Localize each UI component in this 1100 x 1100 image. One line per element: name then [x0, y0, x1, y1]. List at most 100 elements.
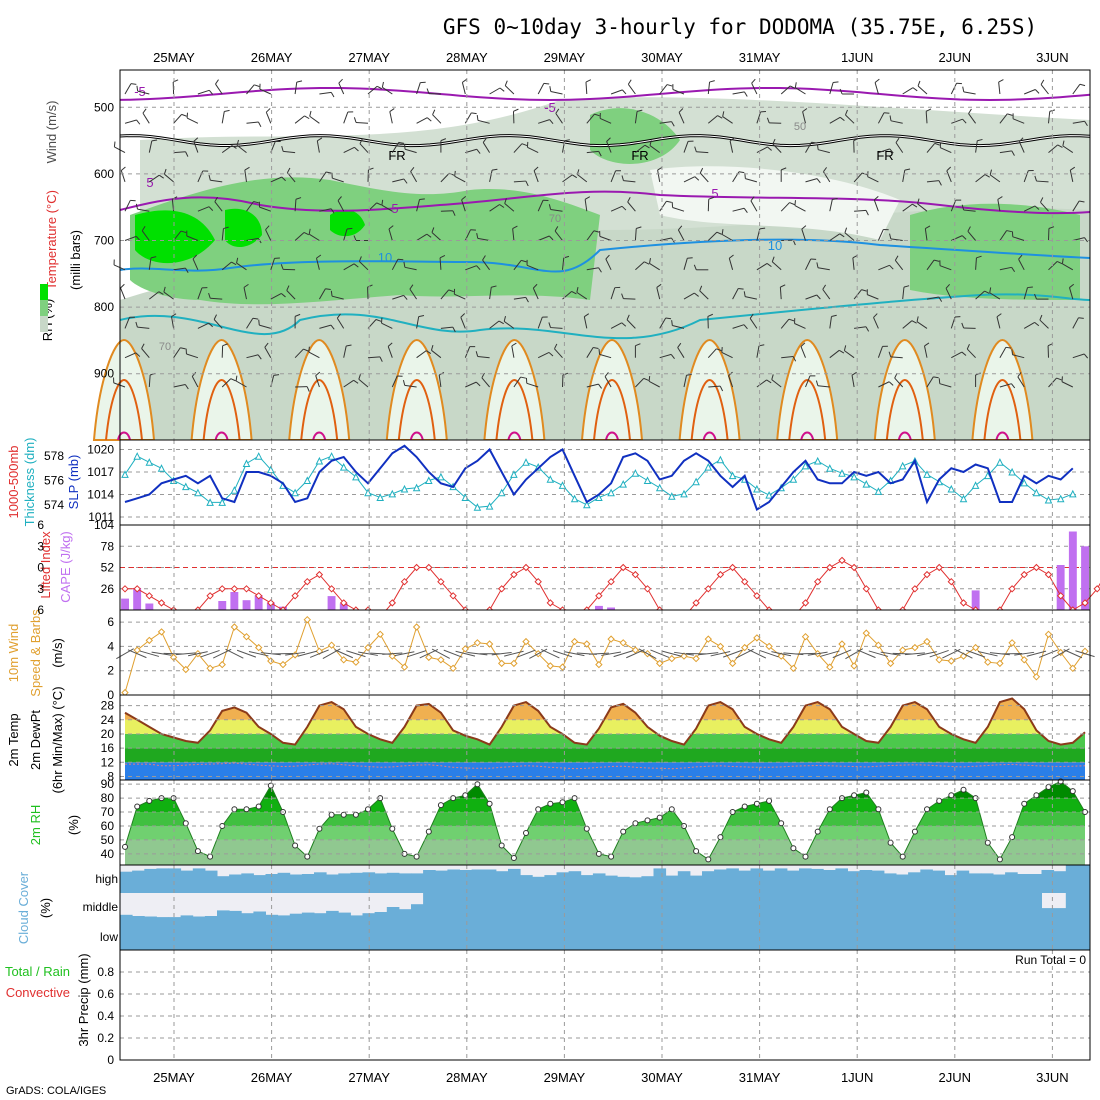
wind-barb-flag [308, 228, 311, 235]
wind-barb-staff [606, 141, 612, 153]
wind-speed-point [753, 634, 761, 642]
wind-barb-staff [438, 375, 442, 388]
wind-barb-flag [873, 313, 878, 318]
wind-barb-flag [353, 263, 359, 268]
wind-barb-staff [586, 347, 594, 358]
precip-tick-label: 0.8 [97, 965, 114, 979]
wind-barb [880, 651, 901, 656]
wind-barb-staff [1063, 649, 1083, 659]
thickness-point [145, 458, 154, 466]
wind-barb-staff [513, 143, 523, 153]
wind-barb-flag [882, 345, 888, 347]
wind-barb [939, 260, 952, 271]
wind-barb-staff [309, 649, 329, 658]
cloud-bar [908, 921, 921, 950]
wind-barb-flag [1079, 83, 1086, 87]
wind-barb-staff [163, 291, 174, 300]
cloud-bar [896, 893, 909, 921]
wind-barb [866, 289, 879, 300]
rh2m-unit-label: (%) [66, 815, 81, 835]
wind-barb-staff [894, 260, 904, 271]
wind-barb-staff [1017, 376, 1025, 388]
wind-barb [215, 79, 223, 95]
cloud-bar [726, 921, 739, 950]
date-label-top: 28MAY [446, 50, 488, 65]
wind-barb-flag [962, 86, 965, 93]
wind-barb-flag [1039, 314, 1043, 321]
cloud-bar [192, 921, 206, 950]
boundary-layer-contour [495, 378, 534, 441]
wind-barb-flag [801, 225, 807, 230]
thickness-point [522, 458, 530, 466]
rh-point [1021, 800, 1028, 807]
wind-barb [564, 651, 585, 657]
wind-barb [989, 287, 1001, 300]
wind-barb-staff [148, 291, 160, 300]
wind-barb-flag [476, 148, 481, 154]
wind-barb-flag [410, 166, 415, 172]
lifted-index-point [546, 599, 555, 607]
wind-barb [554, 343, 563, 359]
wind-barb-staff [722, 116, 733, 124]
wind-barb-flag [1084, 237, 1088, 243]
wind-barb-staff [171, 199, 175, 212]
wind-barb [294, 232, 310, 241]
wind-barb-staff [477, 119, 490, 124]
wind-barb [878, 148, 894, 154]
wind-barb-staff [513, 180, 526, 183]
wind-barb-flag [504, 80, 508, 86]
wind-barb-flag [172, 196, 178, 200]
wind-barb [649, 258, 660, 271]
wind-barb-flag [912, 203, 918, 208]
precip-panel-bg [120, 950, 1090, 1060]
wind-barb-staff [610, 205, 623, 212]
wind-barb [1040, 197, 1049, 212]
wind-barb [406, 650, 427, 658]
wind-barb [586, 150, 602, 157]
wind-barb-flag [851, 371, 857, 376]
wind-barb [367, 356, 383, 362]
wind-barb-flag [403, 261, 406, 268]
wind-barb-flag [281, 176, 286, 182]
lifted-index-point [692, 599, 700, 607]
wind-barb [185, 348, 199, 359]
wind-barb-staff [759, 649, 779, 658]
wind-barb [851, 371, 857, 388]
wind-barb [392, 294, 408, 300]
lifted-index-tick-label: 6 [37, 518, 44, 532]
thickness-point [327, 452, 336, 460]
thickness-point [194, 488, 202, 497]
lifted-index-point [595, 592, 603, 600]
wind-barb-staff [1014, 651, 1035, 656]
wind-barb [381, 317, 393, 329]
date-label-top: 26MAY [251, 50, 293, 65]
thickness-point [1044, 495, 1053, 504]
wind-barb-staff [221, 145, 233, 154]
wind-barb-flag [129, 316, 135, 318]
wind-barb-staff [343, 111, 349, 124]
wind-barb-flag [439, 255, 446, 259]
cloud-bar [229, 874, 242, 893]
wind-barb-flag [1028, 169, 1034, 172]
wind-barb-flag [397, 258, 404, 261]
cape-bar [121, 598, 129, 610]
wind-barb-flag [213, 314, 217, 320]
wind-barb-staff [732, 288, 739, 300]
wind-barb [1061, 376, 1074, 388]
cloud-bar [544, 921, 557, 950]
wind-barb-flag [381, 317, 383, 324]
cloud-bar [1017, 874, 1030, 893]
wind-barb [391, 375, 403, 388]
wind-barb-staff [331, 295, 344, 300]
cloud-bar [459, 870, 473, 893]
wind-barb-flag [184, 384, 189, 390]
wind-barb [149, 174, 164, 183]
wind-barb-staff [186, 353, 199, 359]
wind-barb-staff [358, 651, 378, 656]
date-label-top: 30MAY [641, 50, 683, 65]
cape-bar [254, 595, 263, 610]
wind-barb-flag [296, 80, 303, 83]
wind-barb-staff [999, 266, 1012, 271]
wind-barb [294, 348, 309, 359]
boundary-layer-core [117, 431, 131, 441]
